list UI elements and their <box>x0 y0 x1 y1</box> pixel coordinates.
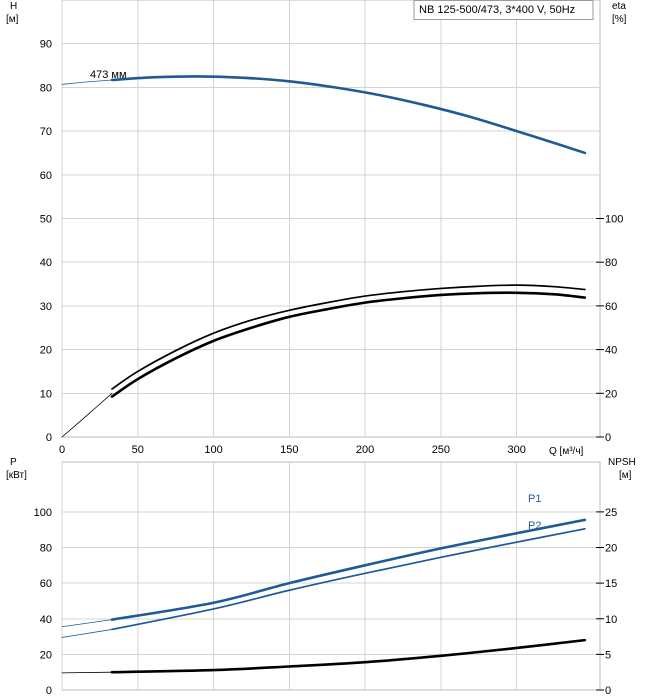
upper-plot: 0 50 100 150 200 250 300 0 10 20 30 40 50 60 70 80 90 0 20… <box>40 0 623 456</box>
h-axis-unit: [м] <box>6 14 19 25</box>
left-tick-label: 80 <box>40 82 52 94</box>
plot-frame <box>61 461 601 691</box>
series-line-0-0 <box>110 75 587 155</box>
x-tick-label: 100 <box>204 444 222 456</box>
chart-title: NB 125-500/473, 3*400 V, 50Hz <box>419 4 575 16</box>
q-axis-label: Q [м³/ч] <box>549 446 584 457</box>
x-tick-label: 0 <box>59 444 65 456</box>
x-tick-label: 250 <box>432 444 450 456</box>
lower-plot: 0 20 40 60 80 100 0 5 10 15 20 25 <box>34 461 617 697</box>
x-tick-label: 150 <box>280 444 298 456</box>
x-tick-label: 300 <box>507 444 525 456</box>
right-tick-label: 40 <box>605 345 617 357</box>
p-axis-label: P <box>10 457 17 468</box>
right-tick-label: 80 <box>605 257 617 269</box>
right-tick-label: 15 <box>605 578 617 590</box>
eta-axis-unit: [%] <box>612 14 627 25</box>
series-line-1-2 <box>61 619 113 628</box>
right-tick-label: 5 <box>605 649 611 661</box>
left-tick-label: 30 <box>40 301 52 313</box>
left-tick-label: 40 <box>40 614 52 626</box>
left-tick-label: 60 <box>40 578 52 590</box>
curve-label-p1: P1 <box>528 493 541 505</box>
left-tick-label: 0 <box>46 432 52 444</box>
left-tick-label: 20 <box>40 345 52 357</box>
right-tick-label: 20 <box>605 543 617 555</box>
right-tick-label: 20 <box>605 388 617 400</box>
right-tick-label: 100 <box>605 214 623 226</box>
right-tick-label: 25 <box>605 507 617 519</box>
left-tick-label: 60 <box>40 170 52 182</box>
series-line-0-3 <box>110 291 587 398</box>
series-line-0-2 <box>111 284 586 390</box>
right-tick-label: 0 <box>605 685 611 697</box>
curve-label-473: 473 мм <box>90 69 127 81</box>
left-tick-label: 20 <box>40 649 52 661</box>
curve-label-p2: P2 <box>528 520 541 532</box>
series-line-1-3 <box>61 629 113 638</box>
left-tick-label: 80 <box>40 543 52 555</box>
series-line-1-4 <box>110 638 587 674</box>
x-tick-label: 200 <box>356 444 374 456</box>
right-tick-label: 0 <box>605 432 611 444</box>
npsh-axis-label: NPSH <box>608 457 636 468</box>
p-axis-unit: [кВт] <box>6 470 27 481</box>
npsh-axis-unit: [м] <box>619 470 632 481</box>
left-tick-label: 50 <box>40 214 52 226</box>
left-tick-label: 100 <box>34 507 52 519</box>
x-tick-label: 50 <box>132 444 144 456</box>
left-tick-label: 10 <box>40 388 52 400</box>
series-line-1-1 <box>111 527 586 631</box>
right-tick-label: 10 <box>605 614 617 626</box>
series-line-0-1 <box>61 79 113 85</box>
left-tick-label: 70 <box>40 126 52 138</box>
left-tick-label: 40 <box>40 257 52 269</box>
chart-title-box: NB 125-500/473, 3*400 V, 50Hz <box>413 0 594 20</box>
left-tick-label: 0 <box>46 685 52 697</box>
series-line-1-5 <box>61 671 113 674</box>
right-tick-label: 60 <box>605 301 617 313</box>
left-tick-label: 90 <box>40 39 52 51</box>
h-axis-label: H <box>10 1 17 12</box>
series-line-1-0 <box>110 518 587 621</box>
eta-axis-label: eta <box>612 1 626 12</box>
series-line-0-4 <box>61 392 113 438</box>
